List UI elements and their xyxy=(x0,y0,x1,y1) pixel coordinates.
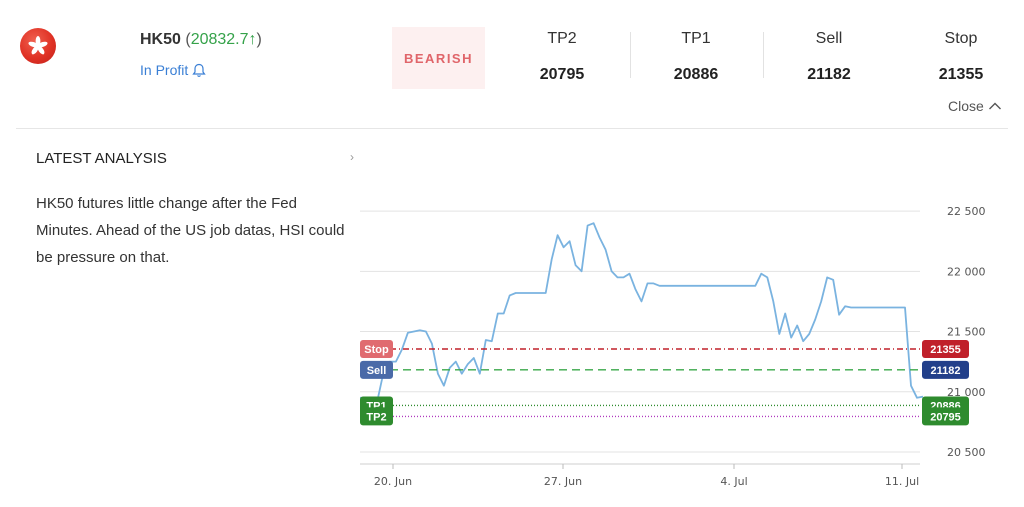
y-tick-label: 20 500 xyxy=(947,446,986,459)
level-tag-label: Sell xyxy=(367,365,387,377)
level-value-tag-stop xyxy=(922,340,969,359)
level-value-tag-tp2 xyxy=(922,407,969,426)
level-stop-label: Stop xyxy=(944,30,978,47)
level-stop-value: 21355 xyxy=(938,66,984,83)
instrument-symbol: HK50 xyxy=(140,31,181,48)
level-tp2-value: 20795 xyxy=(539,66,585,83)
instrument-title[interactable]: HK50 (20832.7↑) xyxy=(140,31,262,48)
y-tick-label: 22 500 xyxy=(947,205,986,218)
divider xyxy=(763,32,764,78)
level-tag-label: TP2 xyxy=(366,411,386,423)
bell-icon[interactable] xyxy=(192,63,206,78)
level-value-label: 21355 xyxy=(930,344,961,356)
x-tick-label: 4. Jul xyxy=(720,475,747,488)
up-arrow-icon: ↑ xyxy=(248,31,257,48)
analysis-text: HK50 futures little change after the Fed… xyxy=(36,195,345,266)
x-tick-label: 27. Jun xyxy=(544,475,582,488)
signal-badge: BEARISH xyxy=(392,27,485,89)
level-sell-label: Sell xyxy=(815,30,843,47)
level-tp2-label: TP2 xyxy=(547,30,577,47)
chevron-up-icon xyxy=(988,102,1001,110)
x-tick-label: 20. Jun xyxy=(374,475,412,488)
level-tag-sell xyxy=(360,360,393,379)
level-value-label: 20795 xyxy=(930,411,961,423)
y-tick-label: 21 500 xyxy=(947,326,986,339)
close-button[interactable]: Close xyxy=(948,98,1002,114)
level-value-tag-sell xyxy=(922,360,969,379)
profit-status: In Profit xyxy=(140,62,206,78)
level-tag-tp2 xyxy=(360,407,393,426)
divider xyxy=(630,32,631,78)
analysis-heading: LATEST ANALYSIS xyxy=(36,150,167,167)
y-tick-label: 22 000 xyxy=(947,265,986,278)
hong-kong-flag-icon xyxy=(20,28,56,64)
level-tp1-value: 20886 xyxy=(673,66,719,83)
x-tick-label: 11. Jul xyxy=(885,475,919,488)
level-sell: Sell 21182 xyxy=(764,30,894,84)
price-chart: 22 500 22 000 21 500 21 000 20 500 20. Jun 27.… xyxy=(360,205,986,488)
level-tag-stop xyxy=(360,340,393,359)
level-tp1: TP1 20886 xyxy=(631,30,761,84)
instrument-price: 20832.7 xyxy=(190,31,249,48)
level-value-label: 21182 xyxy=(931,365,961,377)
level-tp2: TP2 20795 xyxy=(497,30,627,84)
header-divider xyxy=(16,128,1008,129)
level-tp1-label: TP1 xyxy=(681,30,711,47)
chevron-right-icon[interactable]: › xyxy=(350,150,354,164)
level-tag-label: Stop xyxy=(364,344,389,356)
price-line xyxy=(360,222,924,399)
level-sell-value: 21182 xyxy=(807,66,851,83)
level-stop: Stop 21355 xyxy=(896,30,1024,84)
close-label: Close xyxy=(948,98,984,114)
y-tick-label: 21 000 xyxy=(947,386,986,399)
profit-status-label: In Profit xyxy=(140,62,189,78)
